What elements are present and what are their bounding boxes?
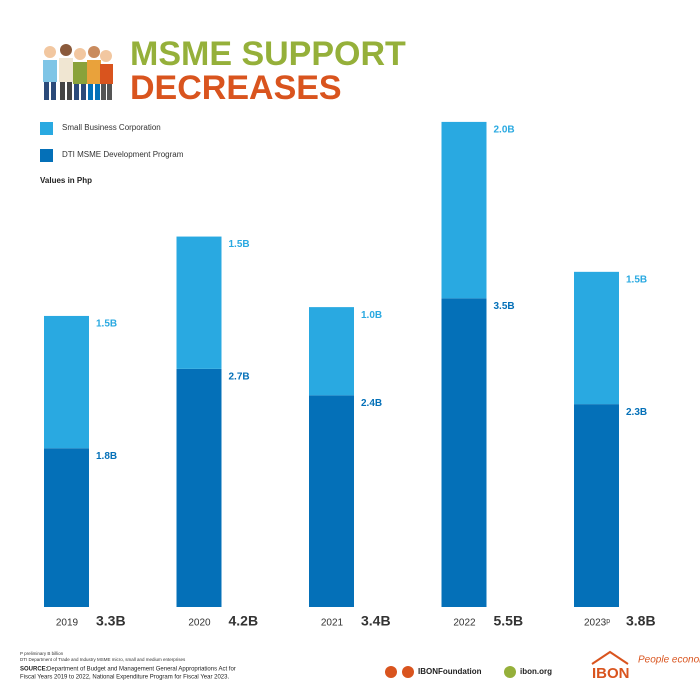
bar-segment [176, 236, 222, 369]
twitter-icon [402, 666, 414, 678]
value-label: 2.0B [494, 125, 515, 136]
bar-segment [309, 395, 354, 607]
bar-segment [441, 298, 487, 607]
legend-swatch [40, 122, 53, 135]
value-label: 3.5B [494, 301, 515, 312]
total-label: 4.2B [229, 613, 259, 629]
bar-segment [176, 368, 222, 607]
total-label: 3.8B [626, 613, 656, 629]
footnote: DTI Department of Trade and Industry MSM… [20, 657, 186, 662]
value-label: 2.4B [361, 398, 382, 409]
website: ibon.org [520, 667, 552, 676]
value-label: 2.3B [626, 407, 647, 418]
total-label: 3.3B [96, 613, 126, 629]
category-label: 2021 [321, 618, 344, 629]
category-label: 2023ᵖ [584, 618, 610, 629]
brand: IBON [592, 665, 630, 682]
unit-note: Values in Php [40, 176, 92, 185]
value-label: 1.5B [626, 274, 647, 285]
footer: P preliminary B billion DTI Department o… [20, 650, 700, 682]
source-text: Fiscal Years 2019 to 2022, National Expe… [20, 675, 229, 681]
bar-segment [309, 307, 354, 396]
value-label: 2.7B [229, 372, 250, 383]
title-line: MSME SUPPORT [130, 35, 406, 73]
bar-segment [574, 271, 619, 405]
source-text: Department of Budget and Management Gene… [47, 667, 236, 673]
bar-segment [44, 315, 89, 449]
tagline: People economics [638, 655, 700, 666]
social-handle: IBONFoundation [418, 667, 482, 676]
value-label: 1.8B [96, 451, 117, 462]
value-label: 1.5B [229, 239, 250, 250]
globe-icon [504, 666, 516, 678]
bar-segment [44, 448, 89, 607]
legend-label: DTI MSME Development Program [62, 150, 184, 159]
category-label: 2022 [453, 618, 476, 629]
legend-swatch [40, 149, 53, 162]
title-line: DECREASES [130, 69, 342, 107]
bar-segment [441, 121, 487, 299]
people-illustration [43, 44, 113, 100]
legend-label: Small Business Corporation [62, 123, 161, 132]
footnote: P preliminary B billion [20, 651, 64, 656]
category-label: 2019 [56, 618, 79, 629]
value-label: 1.5B [96, 319, 117, 330]
facebook-icon [385, 666, 397, 678]
value-label: 1.0B [361, 310, 382, 321]
total-label: 3.4B [361, 613, 391, 629]
bar-segment [574, 404, 619, 607]
total-label: 5.5B [494, 613, 524, 629]
category-label: 2020 [188, 618, 211, 629]
source-label: SOURCE: [20, 667, 48, 673]
